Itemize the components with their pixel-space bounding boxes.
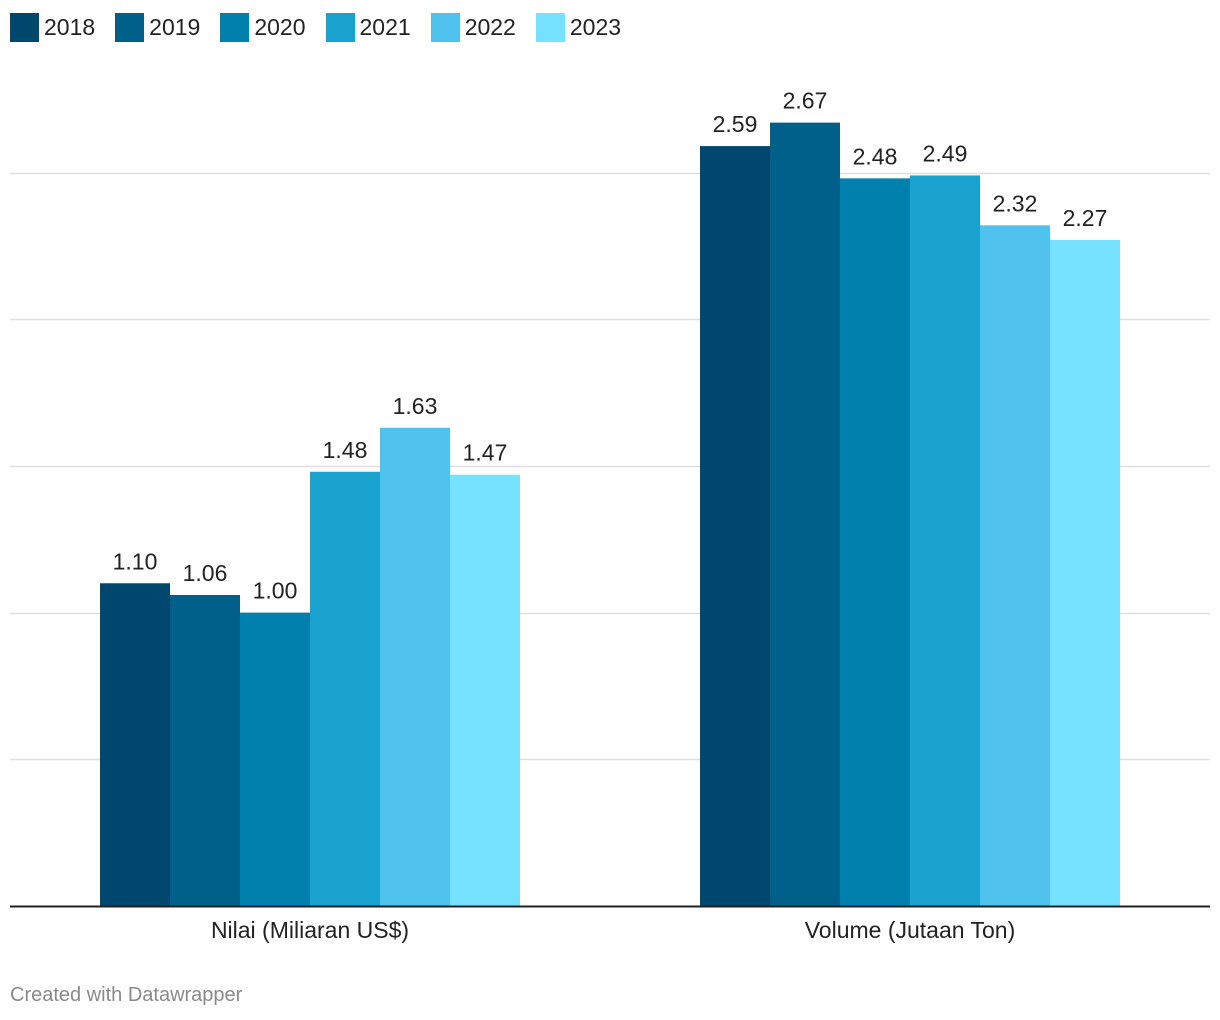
- bar-value-label: 2.67: [783, 88, 828, 114]
- bar-2022-1: [980, 225, 1050, 906]
- legend-label: 2022: [464, 13, 516, 40]
- bar-value-label: 2.49: [923, 140, 968, 166]
- legend-label: 2019: [149, 13, 201, 40]
- bar-value-label: 2.27: [1063, 205, 1108, 231]
- legend: 2018 2019 2020 2021 2022 2023: [10, 12, 641, 42]
- bar-value-label: 1.06: [183, 560, 228, 586]
- legend-item-2020: 2020: [220, 12, 306, 42]
- bar-2021-0: [310, 471, 380, 906]
- legend-label: 2023: [569, 13, 622, 40]
- legend-swatch: [430, 12, 460, 42]
- category-label: Volume (Jutaan Ton): [805, 917, 1016, 943]
- bar-2019-0: [170, 594, 240, 906]
- bar-value-label: 1.00: [253, 578, 298, 604]
- bar-value-label: 2.32: [993, 190, 1038, 216]
- bar-value-label: 1.10: [113, 548, 158, 574]
- legend-swatch: [10, 12, 39, 42]
- bar-2023-0: [450, 474, 520, 906]
- legend-item-2018: 2018: [10, 12, 96, 42]
- bar-2023-1: [1050, 239, 1120, 906]
- footer-credit[interactable]: Created with Datawrapper: [10, 984, 243, 1006]
- legend-item-2022: 2022: [430, 12, 516, 42]
- category-label: Nilai (Miliaran US$): [211, 917, 409, 943]
- legend-item-2019: 2019: [115, 12, 201, 42]
- bar-2019-1: [770, 122, 840, 906]
- legend-item-2023: 2023: [535, 12, 622, 42]
- legend-swatch: [535, 12, 565, 42]
- legend-label: 2018: [44, 13, 96, 40]
- bar-value-label: 1.47: [463, 440, 508, 466]
- legend-label: 2021: [359, 13, 411, 40]
- bar-value-label: 2.59: [713, 111, 758, 137]
- legend-item-2021: 2021: [325, 12, 411, 42]
- bar-value-label: 1.63: [393, 393, 438, 419]
- bar-2020-1: [840, 178, 910, 907]
- legend-swatch: [220, 12, 250, 42]
- legend-swatch: [325, 12, 355, 42]
- bar-value-label: 2.48: [853, 143, 898, 169]
- bar-value-label: 1.48: [323, 437, 368, 463]
- legend-label: 2020: [254, 13, 306, 40]
- bar-2020-0: [240, 612, 310, 906]
- bar-2018-0: [100, 583, 170, 906]
- bar-2022-0: [380, 427, 450, 906]
- legend-swatch: [115, 12, 145, 42]
- bar-chart: 1.10 1.06 1.00 1.48 1.63 1.47 Nilai (Miliaran …: [10, 88, 1210, 943]
- bar-2021-1: [910, 175, 980, 906]
- bar-2018-1: [700, 146, 770, 906]
